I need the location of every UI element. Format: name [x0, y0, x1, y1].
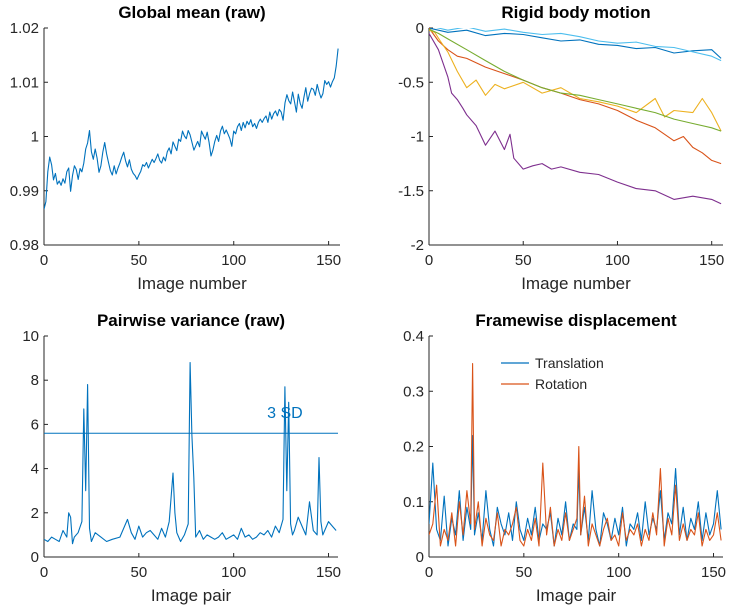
plot-area: [44, 48, 339, 210]
chart-panel-1: Global mean (raw) 0 50 100 150 0.98 0.99 1 1.01 1…: [10, 3, 341, 293]
y-tick-label: 0: [416, 549, 424, 566]
y-tick-label: 0.2: [403, 439, 424, 456]
annotation-text: 3 SD: [267, 405, 303, 422]
y-tick-label: 6: [31, 416, 39, 433]
y-tick-label: 1.01: [10, 74, 39, 91]
legend-label: Rotation: [535, 376, 587, 392]
x-tick-label: 0: [425, 252, 433, 269]
x-tick-label: 100: [605, 252, 630, 269]
y-tick-label: 4: [31, 461, 39, 478]
y-tick-label: 0.3: [403, 383, 424, 400]
y-tick-label: -1: [411, 129, 424, 146]
series-line-1: [429, 28, 722, 59]
y-tick-label: 0.99: [10, 183, 39, 200]
y-tick-label: 1: [31, 129, 39, 146]
x-tick-label: 150: [316, 252, 341, 269]
y-tick-label: -0.5: [398, 74, 424, 91]
series-line-5: [429, 28, 722, 132]
series-line-6: [435, 28, 722, 62]
chart-title: Rigid body motion: [501, 3, 650, 22]
chart-panel-2: Rigid body motion 0 50 100 150 -2 -1.5 -1 -0.5 0 I…: [398, 3, 724, 293]
plot-area: [429, 28, 722, 205]
y-tick-label: 1.02: [10, 20, 39, 37]
plot-area: [44, 361, 338, 545]
x-tick-label: 150: [699, 252, 724, 269]
x-tick-label: 150: [701, 564, 726, 581]
series-line-3: [429, 29, 722, 132]
y-tick-label: 2: [31, 505, 39, 522]
x-axis-label: Image number: [137, 274, 247, 293]
x-tick-label: 50: [515, 564, 532, 581]
y-tick-label: -1.5: [398, 183, 424, 200]
chart-title: Global mean (raw): [118, 3, 265, 22]
x-axis-label: Image pair: [151, 586, 232, 605]
y-tick-label: 0.4: [403, 328, 424, 345]
x-tick-label: 50: [515, 252, 532, 269]
y-tick-label: 0.1: [403, 494, 424, 511]
x-tick-label: 0: [40, 252, 48, 269]
legend-label: Translation: [535, 355, 604, 371]
y-tick-label: 10: [22, 328, 39, 345]
series-line-2: [429, 28, 722, 165]
y-tick-label: 0: [416, 20, 424, 37]
chart-panel-3: Pairwise variance (raw) 0 50 100 150 0 2 4 6 8 10 I…: [22, 311, 341, 605]
x-tick-label: 100: [221, 564, 246, 581]
x-tick-label: 100: [221, 252, 246, 269]
y-tick-label: -2: [411, 237, 424, 254]
x-tick-label: 0: [40, 564, 48, 581]
x-tick-label: 50: [130, 564, 147, 581]
series-line-2: [429, 363, 722, 547]
series-line-4: [429, 33, 722, 205]
series-line-1: [429, 434, 722, 547]
x-axis-label: Image pair: [536, 586, 617, 605]
y-tick-label: 0.98: [10, 237, 39, 254]
y-tick-label: 0: [31, 549, 39, 566]
x-tick-label: 50: [131, 252, 148, 269]
chart-panel-4: Framewise displacement 0 50 100 150 0 0.1 0.2 0.…: [403, 311, 726, 605]
plot-area: [429, 363, 722, 547]
x-tick-label: 0: [425, 564, 433, 581]
x-tick-label: 150: [316, 564, 341, 581]
x-tick-label: 100: [606, 564, 631, 581]
series-line-1: [44, 48, 339, 210]
y-tick-label: 8: [31, 372, 39, 389]
x-axis-label: Image number: [521, 274, 631, 293]
series-line-1: [44, 361, 337, 545]
chart-title: Framewise displacement: [475, 311, 677, 330]
chart-title: Pairwise variance (raw): [97, 311, 285, 330]
